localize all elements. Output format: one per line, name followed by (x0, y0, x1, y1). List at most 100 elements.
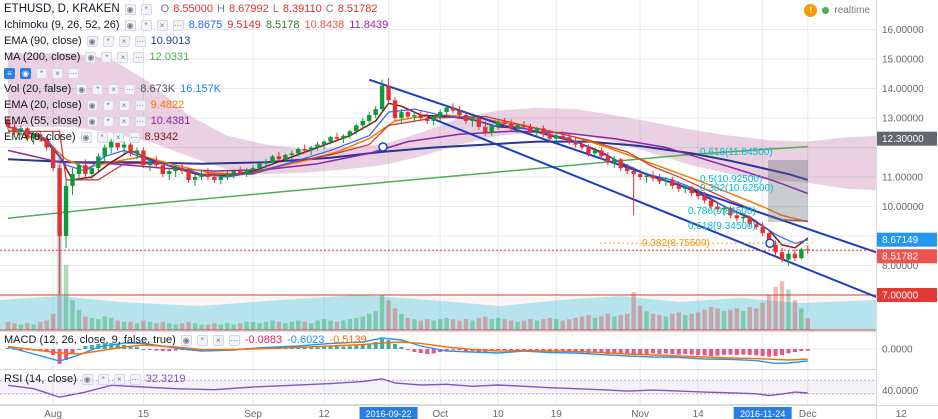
open-value: 8.55000 (173, 3, 213, 15)
indicator-value: 12.0331 (149, 51, 190, 63)
more-icon[interactable]: ⋯ (68, 67, 79, 79)
price-badge-label: 12.30000 (882, 134, 924, 145)
macd-pane[interactable] (0, 337, 876, 365)
indicator-value: 8.8675 (188, 19, 223, 31)
time-axis-label: 15 (138, 409, 150, 419)
more-icon[interactable]: ⋯ (129, 373, 141, 385)
rsi-pane[interactable] (0, 378, 876, 398)
macd-signal-line (7, 341, 808, 361)
macd-line (7, 337, 808, 365)
delete-icon[interactable]: × (113, 373, 125, 385)
settings-icon[interactable]: * (97, 373, 109, 385)
selection-box[interactable] (768, 160, 808, 222)
eye-icon[interactable]: ◉ (124, 3, 136, 15)
time-axis[interactable]: Aug 15 Sep 12 2016-09-22 Oct 10 19 Nov 14 2016-11-… (0, 405, 938, 419)
indicator-label[interactable]: MACD (12, 26, close, 9, false, true) (4, 334, 176, 346)
ichimoku-cloud (8, 53, 876, 191)
symbol-title[interactable]: ETHUSD, D, KRAKEN (4, 3, 120, 15)
main-pane[interactable]: 0.618(11.84500) 0.5(10.92500)0.382(10.625… (0, 53, 879, 331)
eye-icon[interactable]: ◉ (76, 83, 88, 95)
indicator-legend-row: MA (200, close) ◉ * × ⋯ 12.0331 (4, 49, 388, 65)
fib-level-label: 0.382(8.75500) (642, 238, 710, 249)
indicator-label[interactable]: RSI (14, close) (4, 373, 77, 385)
indicator-value: 10.9013 (150, 35, 191, 47)
ema90-line[interactable] (7, 140, 809, 181)
price-badge (877, 249, 937, 264)
settings-icon[interactable]: * (101, 51, 113, 63)
realtime-label: realtime (834, 5, 870, 16)
ema9-line[interactable] (7, 102, 809, 249)
indicator-label[interactable]: EMA (90, close) (4, 35, 82, 47)
eye-icon[interactable]: ◉ (85, 51, 97, 63)
indicator-label[interactable]: Ichimoku (9, 26, 52, 26) (4, 19, 120, 31)
indicator-legend-row: EMA (20, close) ◉ * × ⋯ 9.4822 (4, 97, 388, 113)
settings-icon[interactable]: * (102, 35, 114, 47)
more-icon[interactable]: ⋯ (124, 83, 136, 95)
ma200-line[interactable] (7, 145, 808, 220)
time-axis-label: 12 (896, 409, 908, 419)
kijun-line[interactable] (8, 115, 808, 222)
price-axis[interactable]: 16.00000 15.00000 14.00000 13.00000 11.00000… (876, 0, 938, 419)
delete-icon[interactable]: × (118, 99, 130, 111)
more-icon[interactable]: ⋯ (133, 51, 145, 63)
more-icon[interactable]: ⋯ (128, 131, 140, 143)
eye-icon[interactable]: ◉ (86, 115, 98, 127)
delete-icon[interactable]: × (112, 131, 124, 143)
settings-icon[interactable]: * (102, 115, 114, 127)
fib-level-label: 0.618(11.84500) (700, 147, 773, 158)
more-icon[interactable]: ⋯ (172, 19, 184, 31)
delete-icon[interactable]: × (52, 67, 63, 79)
settings-icon[interactable]: * (36, 67, 47, 79)
fib-level-label: 0.786(9.84500) (688, 206, 756, 217)
drawing-handle[interactable] (378, 142, 388, 152)
delete-icon[interactable]: × (117, 51, 129, 63)
settings-icon[interactable]: * (96, 131, 108, 143)
delete-icon[interactable]: × (118, 35, 130, 47)
eye-icon[interactable]: ◉ (180, 334, 192, 346)
time-axis-label: Aug (44, 409, 62, 419)
settings-icon[interactable]: * (140, 19, 152, 31)
more-icon[interactable]: ⋯ (134, 115, 146, 127)
date-badge-label: 2016-09-22 (366, 409, 412, 419)
indicator-label[interactable]: EMA (9, close) (4, 131, 76, 143)
more-icon[interactable]: ⋯ (228, 334, 240, 346)
eye-icon[interactable]: ◉ (80, 131, 92, 143)
ema55-line[interactable] (7, 130, 809, 195)
date-badge-label: 2016-11-24 (740, 409, 785, 419)
indicator-label[interactable]: MA (200, close) (4, 51, 81, 63)
indicator-legend-row: Ichimoku (9, 26, 52, 26) ◉ * × ⋯ 8.8675 9.5149… (4, 17, 388, 33)
settings-icon[interactable]: * (92, 83, 104, 95)
delete-icon[interactable]: × (212, 334, 224, 346)
indicator-value: 8.5178 (265, 19, 300, 31)
delete-icon[interactable]: × (108, 83, 120, 95)
trendline-2[interactable] (426, 115, 879, 298)
settings-icon[interactable]: * (102, 99, 114, 111)
delete-icon[interactable]: × (156, 19, 168, 31)
eye-icon[interactable]: ◉ (86, 35, 98, 47)
time-axis-label: 10 (493, 409, 505, 419)
open-label: O (160, 3, 170, 15)
drawing-handle[interactable] (765, 238, 775, 248)
eye-icon[interactable]: ◉ (81, 373, 93, 385)
settings-icon[interactable]: * (140, 3, 152, 15)
rsi-legend: RSI (14, close) ◉ * × ⋯ 32.3219 (4, 371, 186, 387)
eye-icon[interactable]: ◉ (124, 19, 136, 31)
time-axis-label: Sep (244, 409, 262, 419)
indicator-label[interactable]: Vol (20, false) (4, 83, 72, 95)
indicator-value: 9.4822 (150, 99, 185, 111)
settings-icon[interactable]: * (196, 334, 208, 346)
connection-status: ! realtime (804, 4, 870, 17)
delete-icon[interactable]: × (118, 115, 130, 127)
info-icon[interactable]: ! (804, 4, 818, 17)
more-icon[interactable]: ⋯ (134, 99, 146, 111)
menu-icon[interactable]: ≡ (4, 67, 15, 79)
indicator-value: -0.6023 (287, 334, 325, 346)
indicator-legend-row: MACD (12, 26, close, 9, false, true) ◉ * × ⋯… (4, 332, 367, 348)
indicator-label[interactable]: EMA (55, close) (4, 115, 82, 127)
eye-icon[interactable]: ◉ (86, 99, 98, 111)
candles-layer[interactable] (5, 78, 810, 295)
indicator-label[interactable]: EMA (20, close) (4, 99, 82, 111)
eye-icon[interactable]: ◉ (20, 67, 31, 79)
more-icon[interactable]: ⋯ (134, 35, 146, 47)
